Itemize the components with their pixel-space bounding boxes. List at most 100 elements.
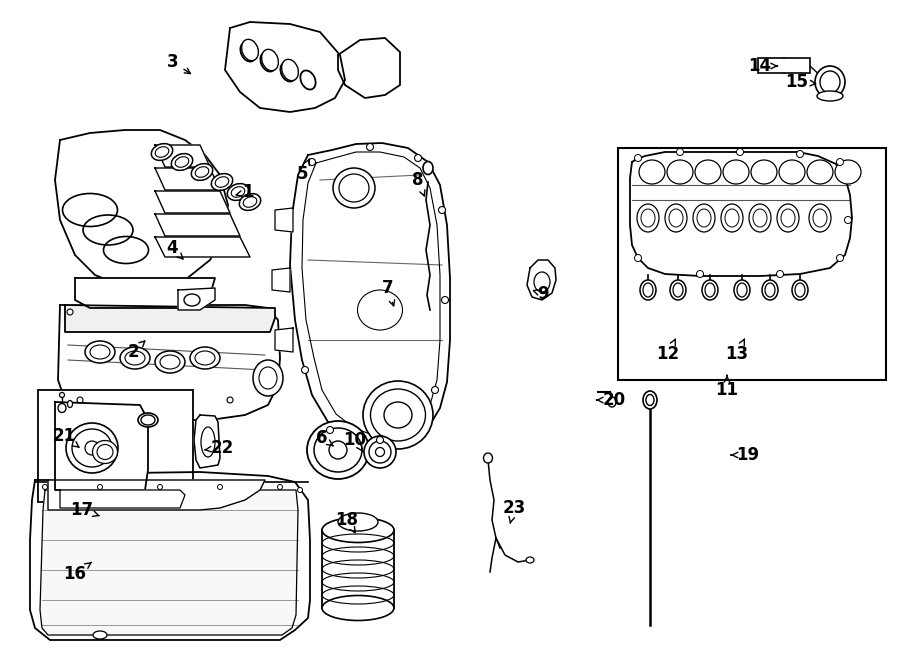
Text: 2: 2 — [127, 341, 145, 361]
Polygon shape — [65, 305, 275, 332]
Polygon shape — [48, 480, 265, 510]
Text: 20: 20 — [597, 391, 626, 409]
Text: 15: 15 — [786, 73, 815, 91]
Text: 19: 19 — [731, 446, 760, 464]
Ellipse shape — [97, 444, 113, 459]
Ellipse shape — [155, 147, 169, 157]
Ellipse shape — [637, 204, 659, 232]
Text: 23: 23 — [502, 499, 526, 523]
Ellipse shape — [796, 151, 804, 157]
Ellipse shape — [281, 63, 295, 81]
Ellipse shape — [241, 39, 258, 61]
Ellipse shape — [762, 280, 778, 300]
Text: 4: 4 — [166, 239, 183, 259]
Text: 5: 5 — [296, 159, 310, 183]
Ellipse shape — [333, 168, 375, 208]
Ellipse shape — [667, 160, 693, 184]
Text: 12: 12 — [656, 339, 680, 363]
Ellipse shape — [307, 421, 369, 479]
Ellipse shape — [817, 91, 843, 101]
Polygon shape — [178, 288, 215, 310]
Bar — [618, 148, 886, 380]
Ellipse shape — [176, 157, 189, 167]
Polygon shape — [527, 260, 556, 300]
Ellipse shape — [59, 393, 65, 397]
Ellipse shape — [483, 453, 492, 463]
Ellipse shape — [693, 204, 715, 232]
Ellipse shape — [201, 427, 215, 457]
Ellipse shape — [314, 428, 362, 472]
Ellipse shape — [67, 309, 73, 315]
Ellipse shape — [339, 174, 369, 202]
Text: 10: 10 — [344, 431, 366, 451]
Polygon shape — [40, 490, 298, 635]
Ellipse shape — [781, 209, 795, 227]
Ellipse shape — [66, 423, 118, 473]
Ellipse shape — [634, 254, 642, 262]
Ellipse shape — [844, 217, 851, 223]
Ellipse shape — [218, 485, 222, 490]
Ellipse shape — [338, 513, 378, 531]
Ellipse shape — [215, 176, 229, 187]
Ellipse shape — [322, 518, 394, 543]
Ellipse shape — [639, 160, 665, 184]
Ellipse shape — [384, 402, 412, 428]
Ellipse shape — [68, 401, 73, 407]
Ellipse shape — [231, 186, 245, 197]
Ellipse shape — [329, 441, 347, 459]
Ellipse shape — [749, 204, 771, 232]
Ellipse shape — [721, 204, 743, 232]
Polygon shape — [75, 278, 215, 308]
Ellipse shape — [702, 280, 718, 300]
Ellipse shape — [835, 160, 861, 184]
Ellipse shape — [753, 209, 767, 227]
Polygon shape — [155, 237, 250, 257]
Ellipse shape — [298, 488, 302, 492]
Ellipse shape — [192, 163, 212, 180]
Ellipse shape — [125, 351, 145, 365]
Ellipse shape — [695, 160, 721, 184]
Ellipse shape — [765, 283, 775, 297]
Ellipse shape — [277, 485, 283, 490]
Ellipse shape — [737, 283, 747, 297]
Ellipse shape — [309, 159, 316, 165]
Ellipse shape — [813, 209, 827, 227]
Ellipse shape — [77, 397, 83, 403]
Ellipse shape — [260, 52, 275, 71]
Ellipse shape — [795, 283, 805, 297]
Polygon shape — [60, 490, 185, 508]
Ellipse shape — [641, 209, 655, 227]
Polygon shape — [272, 268, 290, 292]
Ellipse shape — [322, 596, 394, 621]
Ellipse shape — [809, 204, 831, 232]
Ellipse shape — [262, 50, 278, 71]
Ellipse shape — [376, 436, 383, 444]
Text: 3: 3 — [167, 53, 191, 73]
Text: 13: 13 — [725, 339, 749, 363]
Ellipse shape — [736, 149, 743, 155]
Polygon shape — [338, 38, 400, 98]
Text: 18: 18 — [336, 511, 358, 533]
Ellipse shape — [705, 283, 715, 297]
Ellipse shape — [301, 71, 316, 89]
Ellipse shape — [697, 209, 711, 227]
Ellipse shape — [431, 387, 438, 393]
Text: 7: 7 — [382, 279, 395, 306]
Ellipse shape — [190, 347, 220, 369]
Ellipse shape — [779, 160, 805, 184]
Ellipse shape — [375, 447, 384, 457]
Polygon shape — [275, 208, 293, 232]
Bar — [758, 58, 810, 73]
Ellipse shape — [90, 345, 110, 359]
Ellipse shape — [42, 485, 48, 490]
Text: 11: 11 — [716, 375, 739, 399]
Ellipse shape — [751, 160, 777, 184]
Ellipse shape — [526, 557, 534, 563]
Polygon shape — [194, 415, 220, 468]
Ellipse shape — [184, 294, 200, 306]
Ellipse shape — [777, 204, 799, 232]
Ellipse shape — [670, 280, 686, 300]
Ellipse shape — [673, 283, 683, 297]
Ellipse shape — [725, 209, 739, 227]
Ellipse shape — [734, 280, 750, 300]
